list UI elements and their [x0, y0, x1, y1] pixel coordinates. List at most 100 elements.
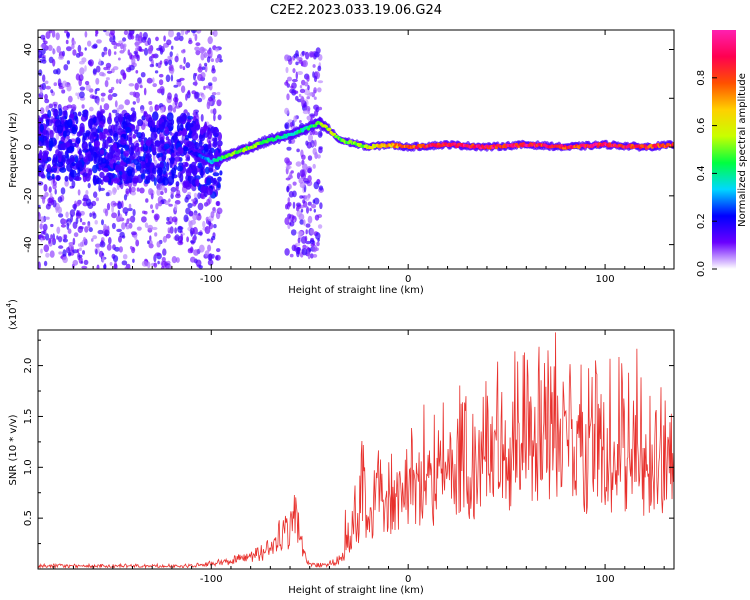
colorbar-axis: 0.0 0.2 0.4 0.6 0.8 — [696, 70, 717, 277]
speckle-mark — [207, 253, 212, 261]
speckle-mark — [312, 199, 315, 204]
speckle-mark — [167, 92, 172, 100]
speckle-mark — [98, 58, 102, 66]
speckle-mark — [313, 87, 317, 94]
speckle-mark — [169, 51, 173, 57]
speckle-mark — [175, 193, 181, 199]
speckle-mark — [185, 30, 188, 35]
speckle-mark — [295, 161, 302, 167]
speckle-mark — [52, 58, 56, 67]
snr-series-line — [38, 332, 674, 569]
speckle-mark — [38, 50, 43, 59]
x-tick-label: 0 — [405, 274, 411, 285]
speckle-mark — [297, 237, 301, 244]
speckle-mark — [193, 249, 199, 256]
band-mark — [120, 147, 124, 155]
speckle-mark — [180, 30, 185, 36]
band-mark — [71, 162, 76, 167]
speckle-mark — [170, 193, 174, 199]
speckle-mark — [299, 88, 306, 94]
speckle-mark — [67, 228, 72, 234]
speckle-mark — [303, 178, 309, 183]
band-mark — [83, 156, 89, 163]
colorbar-tick-label: 0.6 — [696, 118, 707, 134]
band-mark — [188, 175, 195, 184]
speckle-mark — [47, 44, 53, 52]
speckle-mark — [307, 247, 310, 251]
speckle-mark — [159, 191, 164, 195]
colorbar-label: Normalized spectral amplitude — [737, 73, 748, 227]
speckle-mark — [65, 211, 69, 218]
band-mark — [152, 167, 157, 175]
speckle-mark — [165, 74, 171, 83]
band-mark — [179, 123, 184, 131]
band-mark — [207, 144, 211, 150]
speckle-mark — [87, 40, 92, 47]
speckle-mark — [49, 250, 55, 258]
speckle-mark — [43, 244, 50, 253]
band-mark — [38, 136, 43, 141]
speckle-mark — [211, 68, 216, 74]
speckle-mark — [134, 234, 138, 241]
speckle-mark — [211, 253, 215, 259]
band-mark — [183, 146, 189, 152]
speckle-mark — [213, 224, 217, 229]
band-mark — [122, 174, 127, 182]
speckle-mark — [53, 69, 59, 75]
band-mark — [131, 177, 139, 184]
speckle-mark — [58, 213, 64, 218]
speckle-mark — [124, 266, 131, 269]
speckle-mark — [193, 110, 196, 117]
speckle-mark — [299, 195, 304, 199]
band-mark — [127, 168, 132, 177]
colorbar-tick-label: 0.2 — [696, 213, 707, 229]
speckle-mark — [307, 167, 312, 174]
speckle-mark — [307, 84, 310, 91]
speckle-mark — [66, 222, 70, 230]
speckle-mark — [215, 201, 220, 206]
band-mark — [169, 157, 176, 162]
speckle-mark — [107, 94, 113, 101]
speckle-mark — [109, 262, 113, 266]
speckle-mark — [117, 209, 121, 217]
speckle-mark — [298, 93, 302, 98]
speckle-mark — [183, 214, 189, 223]
speckle-mark — [180, 233, 184, 242]
band-mark — [38, 170, 45, 177]
speckle-mark — [290, 85, 294, 89]
speckle-mark — [143, 87, 147, 96]
band-mark — [69, 154, 75, 165]
band-mark — [69, 169, 77, 178]
speckle-mark — [48, 186, 52, 193]
speckle-mark — [313, 75, 318, 83]
band-mark — [148, 120, 152, 128]
speckle-mark — [81, 265, 88, 269]
speckle-mark — [103, 229, 110, 237]
speckle-mark — [307, 215, 313, 224]
speckle-mark — [159, 184, 166, 191]
speckle-mark — [60, 224, 67, 228]
colorbar: 0.0 0.2 0.4 0.6 0.8 Normalized spectral ampl… — [696, 30, 748, 277]
speckle-mark — [147, 240, 150, 245]
speckle-mark — [166, 216, 170, 222]
band-mark — [145, 175, 152, 181]
speckle-mark — [296, 148, 300, 153]
speckle-mark — [135, 239, 140, 247]
speckle-mark — [103, 46, 108, 53]
speckle-mark — [134, 82, 139, 91]
speckle-mark — [305, 140, 309, 146]
band-mark — [135, 162, 142, 172]
band-mark — [145, 139, 152, 147]
speckle-mark — [301, 50, 305, 56]
speckle-mark — [167, 55, 171, 60]
speckle-mark — [195, 50, 201, 56]
speckle-mark — [286, 93, 290, 101]
speckle-mark — [92, 212, 97, 219]
speckle-mark — [44, 93, 48, 101]
speckle-mark — [190, 246, 194, 254]
band-mark — [179, 112, 187, 123]
band-mark — [186, 115, 194, 120]
speckle-mark — [105, 77, 110, 81]
speckle-mark — [100, 92, 106, 97]
speckle-mark — [216, 99, 222, 107]
